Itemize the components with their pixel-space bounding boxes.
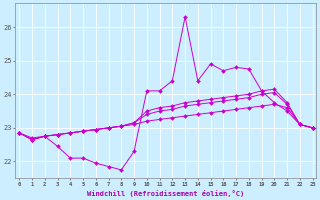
X-axis label: Windchill (Refroidissement éolien,°C): Windchill (Refroidissement éolien,°C)	[87, 190, 244, 197]
